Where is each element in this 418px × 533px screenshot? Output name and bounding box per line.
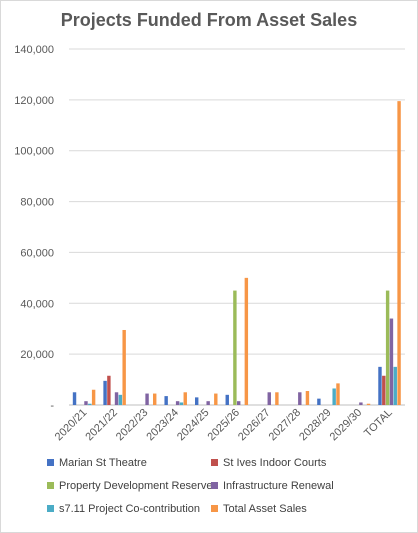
- bar: [145, 393, 149, 405]
- x-tick-label: TOTAL: [362, 407, 395, 440]
- bar: [244, 277, 249, 405]
- y-tick-label: 60,000: [20, 247, 54, 259]
- x-tick-label: 2028/29: [297, 407, 334, 444]
- bar: [359, 402, 363, 405]
- y-tick-label: 20,000: [20, 349, 54, 361]
- legend-swatch: [211, 482, 218, 489]
- bar: [389, 318, 394, 405]
- bar: [332, 388, 336, 405]
- bar: [88, 403, 92, 405]
- y-tick-label: 140,000: [14, 44, 54, 56]
- bar: [397, 101, 401, 405]
- y-tick-label: 40,000: [20, 298, 54, 310]
- legend-label: St Ives Indoor Courts: [223, 457, 327, 469]
- bar: [114, 392, 119, 405]
- y-tick-label: 100,000: [14, 146, 54, 158]
- x-tick-label: 2027/28: [267, 407, 304, 444]
- bar: [103, 380, 107, 405]
- y-tick-label: -: [50, 400, 54, 412]
- bar: [393, 366, 397, 405]
- legend-swatch: [47, 459, 54, 466]
- bar: [366, 403, 371, 405]
- legend-item: Marian St Theatre: [47, 457, 147, 469]
- legend-swatch: [47, 505, 54, 512]
- bar: [164, 396, 168, 405]
- x-tick-label: 2022/23: [114, 407, 151, 444]
- legend-label: Property Development Reserve: [59, 480, 213, 492]
- bar: [153, 393, 157, 405]
- legend-item: s7.11 Project Co-contribution: [47, 503, 200, 515]
- bar: [298, 392, 302, 405]
- chart-title: Projects Funded From Asset Sales: [60, 10, 358, 30]
- bar: [91, 389, 96, 405]
- x-tick-label: 2026/27: [236, 407, 273, 444]
- legend-swatch: [211, 505, 218, 512]
- legend-item: Infrastructure Renewal: [211, 480, 334, 492]
- bar: [179, 402, 184, 405]
- bar: [175, 401, 180, 405]
- legend-label: Infrastructure Renewal: [223, 480, 334, 492]
- y-tick-label: 80,000: [20, 197, 54, 209]
- x-tick-label: 2025/26: [206, 407, 243, 444]
- bar: [237, 401, 241, 405]
- bar: [378, 366, 382, 405]
- bar: [275, 392, 279, 405]
- legend-swatch: [47, 482, 54, 489]
- legend-item: Total Asset Sales: [211, 503, 307, 515]
- bar: [122, 329, 126, 405]
- x-tick-label: 2023/24: [144, 407, 181, 444]
- x-tick-label: 2024/25: [175, 407, 212, 444]
- bar: [233, 290, 237, 405]
- legend-item: Property Development Reserve: [47, 480, 212, 492]
- bar: [305, 391, 310, 405]
- legend-label: Total Asset Sales: [223, 503, 307, 515]
- bar: [317, 398, 321, 405]
- bar: [336, 383, 340, 405]
- bar: [385, 290, 390, 405]
- legend-swatch: [211, 459, 218, 466]
- bar: [195, 397, 199, 405]
- bar: [118, 394, 123, 405]
- bar: [225, 394, 229, 405]
- bar: [214, 393, 218, 405]
- bar: [206, 401, 210, 405]
- bar: [267, 392, 271, 405]
- y-tick-label: 120,000: [14, 95, 54, 107]
- legend-label: s7.11 Project Co-contribution: [59, 503, 201, 515]
- bar: [72, 392, 77, 405]
- x-tick-label: 2021/22: [83, 407, 120, 444]
- bar: [84, 401, 88, 405]
- x-tick-label: 2029/30: [328, 407, 365, 444]
- bar: [107, 375, 111, 405]
- legend-label: Marian St Theatre: [59, 457, 147, 469]
- x-tick-label: 2020/21: [53, 407, 90, 444]
- bar: [382, 375, 386, 405]
- legend-item: St Ives Indoor Courts: [211, 457, 326, 469]
- bar: [183, 392, 187, 405]
